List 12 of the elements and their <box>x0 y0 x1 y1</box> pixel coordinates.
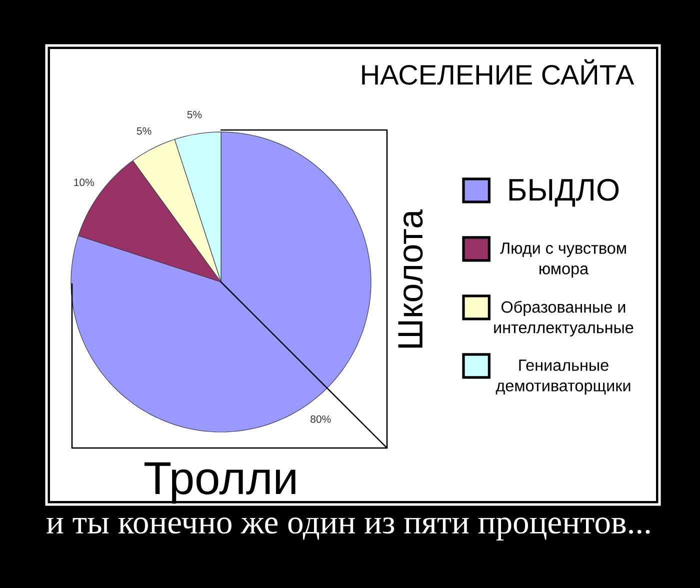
data-label: 80% <box>310 415 331 423</box>
text: и ты конечно же один из пяти процентов... <box>46 518 650 540</box>
legend-label: Люди с чувством юмора <box>500 242 626 278</box>
legend-label: Гениальные демотиваторщики <box>496 360 630 395</box>
text: Школота <box>398 209 423 348</box>
chart-title: НАСЕЛЕНИЕ САЙТА <box>362 59 634 85</box>
data-label: 5% <box>187 110 202 118</box>
legend-label: БЫДЛО <box>509 178 619 207</box>
data-label: 10% <box>74 178 94 186</box>
data-label: 5% <box>136 127 152 135</box>
legend-label: Образованные и интеллектуальные <box>494 300 634 336</box>
text: Тролли <box>144 462 296 504</box>
